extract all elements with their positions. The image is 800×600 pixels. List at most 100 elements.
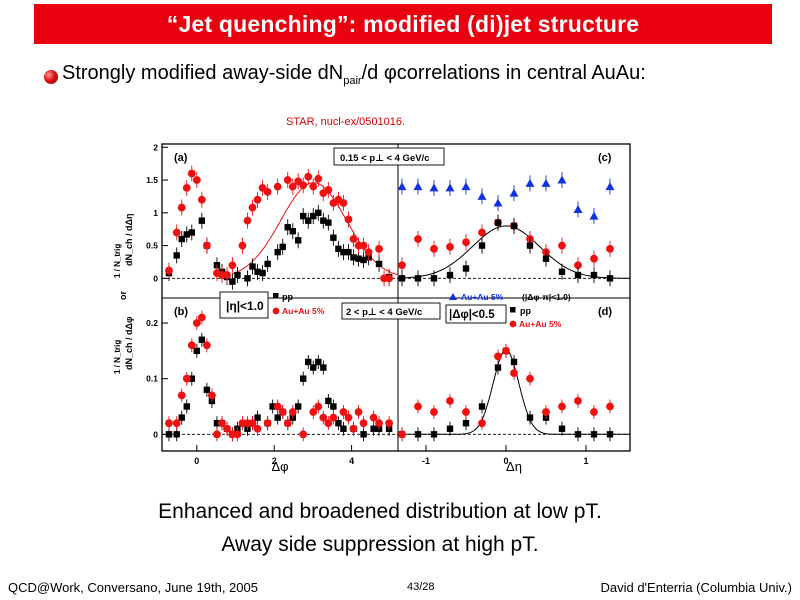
legend-auau-triangle bbox=[449, 293, 457, 300]
pp-point bbox=[355, 255, 362, 262]
legend-auau-marker bbox=[272, 307, 280, 315]
auau-point bbox=[172, 228, 181, 237]
auau-point bbox=[319, 413, 328, 422]
auau-point bbox=[385, 419, 394, 428]
auau-point bbox=[324, 419, 333, 428]
auau-point bbox=[243, 216, 252, 225]
pp-point bbox=[330, 403, 337, 410]
auau-point bbox=[359, 419, 368, 428]
y-axis-title-bottom: dN_ch / dΔφ bbox=[124, 316, 134, 370]
dphi-cut-box bbox=[445, 304, 507, 324]
auau-point bbox=[414, 402, 422, 411]
y-tick-label: 1 bbox=[153, 208, 158, 218]
footer-right: David d'Enterria (Columbia Univ.) bbox=[600, 580, 792, 595]
bullet-text: Strongly modified away-side dNpair/d φco… bbox=[62, 62, 646, 87]
pp-point bbox=[574, 431, 582, 438]
y-tick-label: 0 bbox=[153, 273, 158, 283]
pp-point bbox=[254, 268, 261, 275]
auau-point bbox=[233, 430, 242, 439]
pp-point bbox=[188, 375, 195, 382]
correlation-figure: 0 0.5 1 1.5 2 (a) 0 2 4 0 0.1 0.2 (b) (c) -1 0 1 (d) Δφ Δη d… bbox=[113, 142, 631, 474]
auau-point bbox=[590, 254, 598, 263]
auau-point bbox=[430, 244, 438, 253]
auau-point bbox=[165, 419, 173, 428]
pp-point bbox=[414, 275, 422, 282]
pp-point bbox=[234, 271, 241, 279]
pp-point bbox=[510, 222, 518, 230]
auau-point bbox=[375, 419, 383, 428]
pp-point bbox=[183, 231, 190, 238]
auau-point bbox=[359, 241, 368, 250]
auau-triangle-point bbox=[397, 182, 407, 191]
pp-point bbox=[370, 425, 377, 432]
pp-point bbox=[360, 256, 367, 264]
auau-point bbox=[253, 424, 262, 433]
auau-point bbox=[213, 430, 221, 439]
pp-point bbox=[264, 260, 271, 268]
panel-label: (b) bbox=[174, 306, 188, 318]
pp-point bbox=[414, 431, 422, 438]
auau-point bbox=[273, 402, 282, 411]
auau-point bbox=[478, 419, 486, 428]
pp-point bbox=[198, 217, 206, 224]
pp-point bbox=[178, 235, 185, 243]
auau-point bbox=[375, 244, 383, 253]
pp-point bbox=[249, 263, 256, 270]
auau-point bbox=[218, 419, 226, 428]
y-axis-or: or bbox=[118, 291, 128, 300]
pp-point bbox=[274, 414, 281, 421]
pp-point bbox=[526, 242, 534, 249]
legend-pp-marker bbox=[273, 293, 279, 299]
footer-page: 43/28 bbox=[407, 581, 435, 593]
pp-point bbox=[254, 414, 261, 421]
pt-range-label-b: 2 < p⊥ < 4 GeV/c bbox=[346, 307, 422, 318]
auau-triangle-point bbox=[461, 182, 471, 191]
legend-pp-label: pp bbox=[282, 292, 293, 302]
auau-point bbox=[369, 413, 378, 422]
pp-point bbox=[279, 243, 286, 251]
auau-point bbox=[510, 369, 518, 378]
auau-point bbox=[187, 341, 196, 350]
auau-point bbox=[182, 374, 191, 383]
auau-point bbox=[324, 185, 333, 194]
pp-point bbox=[320, 217, 327, 224]
pp-point bbox=[446, 271, 454, 279]
auau-point bbox=[197, 313, 206, 322]
auau-triangle-point bbox=[573, 205, 583, 214]
pp-point bbox=[244, 275, 251, 282]
auau-point bbox=[177, 203, 186, 212]
auau-point bbox=[283, 176, 292, 184]
pp-point bbox=[325, 397, 332, 405]
auau-point bbox=[248, 419, 257, 428]
auau-point bbox=[309, 408, 318, 416]
auau-point bbox=[202, 241, 211, 250]
x-tick-label: 4 bbox=[349, 456, 354, 466]
auau-point bbox=[288, 408, 297, 416]
auau-point bbox=[364, 248, 373, 257]
pp-point bbox=[325, 219, 332, 226]
auau-triangle-point bbox=[605, 182, 615, 191]
footer-left: QCD@Work, Conversano, June 19th, 2005 bbox=[8, 580, 258, 595]
legend-auau-marker-d bbox=[509, 320, 517, 328]
pp-point bbox=[173, 252, 180, 259]
auau-point bbox=[385, 274, 394, 283]
auau-point bbox=[314, 402, 323, 411]
auau-point bbox=[558, 402, 566, 411]
pp-point bbox=[606, 275, 614, 282]
pp-point bbox=[259, 269, 266, 277]
pp-point bbox=[305, 358, 312, 366]
auau-point bbox=[339, 408, 348, 416]
pp-point bbox=[294, 237, 302, 244]
auau-point bbox=[263, 419, 272, 428]
pp-point bbox=[269, 403, 276, 410]
x-axis-title-left: Δφ bbox=[271, 459, 288, 474]
legend-pp-marker-d bbox=[510, 307, 516, 313]
pp-point bbox=[193, 347, 201, 355]
bullet-icon bbox=[44, 70, 58, 84]
pp-point bbox=[229, 278, 236, 285]
pp-point bbox=[606, 431, 614, 438]
legend-auau-tri-label: Au+Au 5% bbox=[461, 292, 504, 302]
pp-point bbox=[183, 403, 190, 410]
y-axis-ntrig-bottom: 1 / N_trig bbox=[113, 340, 122, 374]
y-axis-ntrig-top: 1 / N_trig bbox=[113, 244, 122, 278]
